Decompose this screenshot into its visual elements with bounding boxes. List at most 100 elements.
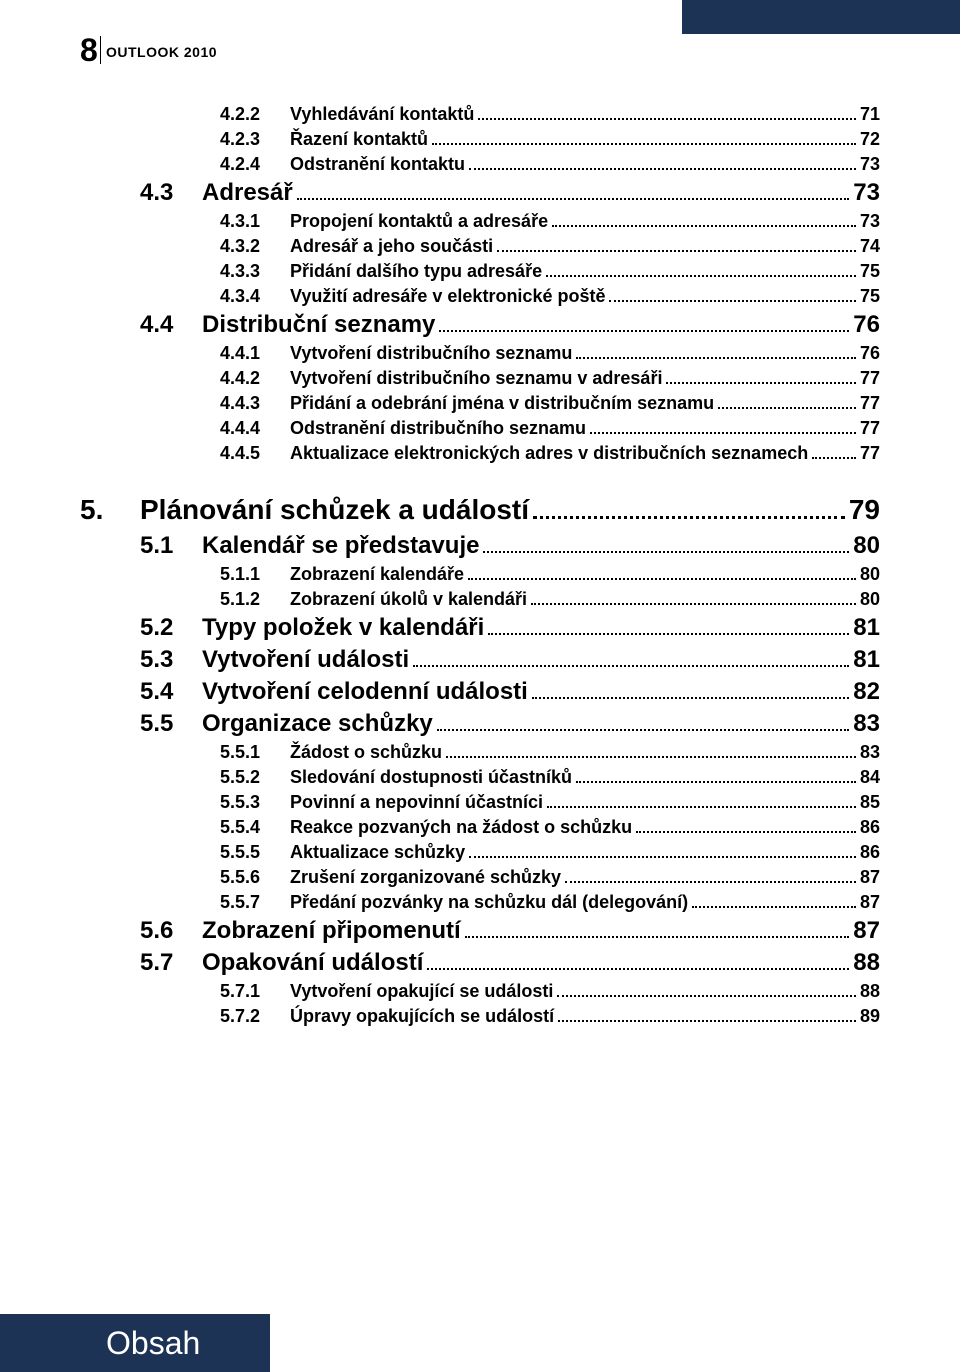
toc-entry-page: 88 (853, 949, 880, 977)
toc-entry-title: Propojení kontaktů a adresáře (290, 211, 548, 232)
header-accent-bar (682, 0, 960, 34)
toc-entry-title: Adresář a jeho součásti (290, 236, 493, 257)
toc-entry-page: 85 (860, 792, 880, 813)
toc-leader-dots (439, 330, 849, 332)
toc-leader-dots (558, 1020, 856, 1022)
toc-entry-page: 75 (860, 286, 880, 307)
toc-leader-dots (488, 633, 849, 635)
toc-entry-title: Reakce pozvaných na žádost o schůzku (290, 817, 632, 838)
toc-entry-title: Sledování dostupnosti účastníků (290, 767, 572, 788)
toc-entry-title: Typy položek v kalendáři (202, 614, 484, 642)
toc-leader-dots (533, 516, 845, 519)
toc-entry-number: 5.4 (140, 678, 202, 706)
toc-entry-page: 80 (860, 589, 880, 610)
toc-entry-number: 4.4 (140, 311, 202, 339)
toc-entry-number: 4.4.2 (220, 368, 290, 389)
toc-entry: 4.4Distribuční seznamy 76 (80, 311, 880, 339)
toc-entry-number: 5.5.3 (220, 792, 290, 813)
toc-leader-dots (483, 551, 849, 553)
toc-entry: 5.6Zobrazení připomenutí87 (80, 917, 880, 945)
toc-entry-title: Odstranění distribučního seznamu (290, 418, 586, 439)
toc-entry-page: 72 (860, 129, 880, 150)
toc-entry-page: 77 (860, 443, 880, 464)
toc-leader-dots (532, 697, 849, 699)
toc-leader-dots (531, 603, 856, 605)
toc-entry-page: 76 (853, 311, 880, 339)
toc-entry-page: 86 (860, 842, 880, 863)
toc-entry-page: 88 (860, 981, 880, 1002)
toc-entry: 4.4.3Přidání a odebrání jména v distribu… (80, 393, 880, 414)
toc-entry: 5.5.4Reakce pozvaných na žádost o schůzk… (80, 817, 880, 838)
toc-entry: 4.2.4Odstranění kontaktu73 (80, 154, 880, 175)
toc-entry-number: 5.5.1 (220, 742, 290, 763)
toc-leader-dots (636, 831, 856, 833)
toc-entry-page: 73 (853, 179, 880, 207)
toc-entry: 4.3.4Využití adresáře v elektronické poš… (80, 286, 880, 307)
toc-entry-page: 76 (860, 343, 880, 364)
toc-entry-number: 5.5 (140, 710, 202, 738)
toc-entry-title: Distribuční seznamy (202, 311, 435, 339)
toc-leader-dots (547, 806, 856, 808)
toc-entry-title: Úpravy opakujících se událostí (290, 1006, 554, 1027)
toc-entry-title: Kalendář se představuje (202, 532, 479, 560)
toc-entry: 4.3Adresář73 (80, 179, 880, 207)
toc-entry-title: Organizace schůzky (202, 710, 433, 738)
toc-leader-dots (497, 250, 856, 252)
toc-entry-title: Zobrazení kalendáře (290, 564, 464, 585)
toc-entry-number: 4.2.3 (220, 129, 290, 150)
toc-entry: 5.7Opakování událostí88 (80, 949, 880, 977)
toc-entry: 5.7.1Vytvoření opakující se události88 (80, 981, 880, 1002)
toc-entry: 5.5.3Povinní a nepovinní účastníci 85 (80, 792, 880, 813)
toc-entry-page: 80 (853, 532, 880, 560)
toc-entry: 4.4.1Vytvoření distribučního seznamu76 (80, 343, 880, 364)
toc-entry-title: Vytvoření opakující se události (290, 981, 553, 1002)
toc-entry-title: Odstranění kontaktu (290, 154, 465, 175)
toc-entry-page: 83 (860, 742, 880, 763)
toc-entry-page: 80 (860, 564, 880, 585)
toc-leader-dots (565, 881, 856, 883)
toc-leader-dots (478, 118, 856, 120)
toc-entry-page: 83 (853, 710, 880, 738)
toc-entry-number: 4.4.4 (220, 418, 290, 439)
toc-entry-number: 4.3.1 (220, 211, 290, 232)
toc-leader-dots (557, 995, 856, 997)
toc-leader-dots (297, 198, 850, 200)
toc-entry: 5.2Typy položek v kalendáři81 (80, 614, 880, 642)
toc-entry-number: 5.5.6 (220, 867, 290, 888)
table-of-contents: 4.2.2Vyhledávání kontaktů714.2.3Řazení k… (80, 100, 880, 1029)
toc-entry: 4.2.2Vyhledávání kontaktů71 (80, 104, 880, 125)
toc-entry-number: 5.7.2 (220, 1006, 290, 1027)
toc-entry-title: Přidání a odebrání jména v distribučním … (290, 393, 714, 414)
toc-entry-title: Povinní a nepovinní účastníci (290, 792, 543, 813)
toc-leader-dots (590, 432, 856, 434)
toc-entry-page: 75 (860, 261, 880, 282)
toc-entry-number: 5.2 (140, 614, 202, 642)
toc-leader-dots (432, 143, 856, 145)
toc-entry-number: 5.5.2 (220, 767, 290, 788)
header-label: OUTLOOK 2010 (106, 44, 217, 60)
toc-entry: 4.4.2Vytvoření distribučního seznamu v a… (80, 368, 880, 389)
toc-leader-dots (413, 665, 849, 667)
toc-entry-title: Aktualizace elektronických adres v distr… (290, 443, 808, 464)
toc-entry-page: 87 (860, 892, 880, 913)
toc-entry: 5.4Vytvoření celodenní události 82 (80, 678, 880, 706)
toc-leader-dots (692, 906, 856, 908)
toc-entry-title: Využití adresáře v elektronické poště (290, 286, 605, 307)
toc-entry-number: 5.1.1 (220, 564, 290, 585)
toc-entry-page: 82 (853, 678, 880, 706)
toc-entry-number: 5.5.5 (220, 842, 290, 863)
toc-entry-title: Vyhledávání kontaktů (290, 104, 474, 125)
toc-entry-page: 86 (860, 817, 880, 838)
toc-entry-number: 4.2.2 (220, 104, 290, 125)
toc-leader-dots (576, 357, 856, 359)
toc-entry-title: Zobrazení připomenutí (202, 917, 461, 945)
toc-entry-title: Vytvoření celodenní události (202, 678, 528, 706)
toc-entry-page: 84 (860, 767, 880, 788)
toc-entry: 4.4.4Odstranění distribučního seznamu77 (80, 418, 880, 439)
toc-entry-title: Žádost o schůzku (290, 742, 442, 763)
toc-entry: 5.1.2Zobrazení úkolů v kalendáři80 (80, 589, 880, 610)
toc-entry: 5.5.2Sledování dostupnosti účastníků 84 (80, 767, 880, 788)
toc-entry-title: Vytvoření události (202, 646, 409, 674)
toc-entry-title: Předání pozvánky na schůzku dál (delegov… (290, 892, 688, 913)
toc-entry-page: 81 (853, 646, 880, 674)
